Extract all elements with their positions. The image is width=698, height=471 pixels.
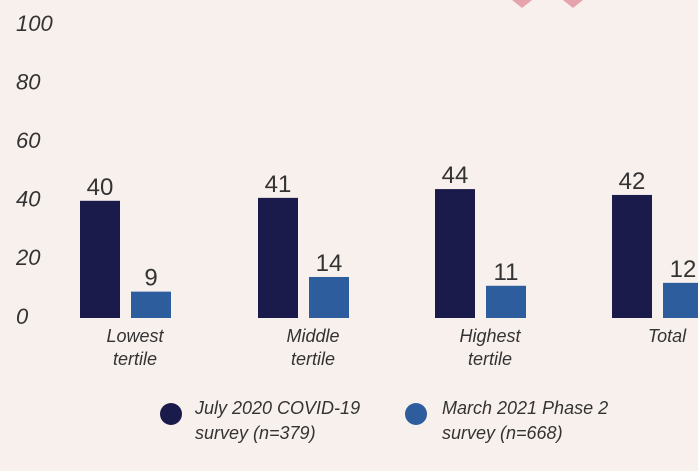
x-tick-label: Middle tertile — [286, 326, 340, 369]
bar — [612, 194, 652, 318]
bar — [663, 282, 698, 318]
decoration — [512, 0, 583, 8]
bar — [435, 189, 475, 318]
bar — [131, 291, 171, 318]
data-label: 12 — [670, 256, 697, 283]
y-tick-label: 40 — [16, 187, 41, 212]
y-tick-label: 20 — [15, 245, 41, 270]
x-tick-label: Lowest tertile — [106, 326, 164, 369]
bar — [258, 197, 298, 318]
legend-label: March 2021 Phase 2 survey (n=668) — [442, 398, 609, 443]
x-tick-label: Highest tertile — [459, 326, 521, 369]
data-label: 14 — [316, 250, 343, 277]
bar — [309, 276, 349, 318]
y-tick-label: 100 — [16, 11, 53, 36]
data-label: 42 — [619, 168, 646, 195]
y-tick-label: 80 — [16, 69, 41, 94]
y-tick-label: 0 — [16, 304, 29, 329]
x-tick-label: Total — [647, 326, 687, 346]
data-label: 44 — [442, 162, 469, 189]
bar — [486, 285, 526, 318]
data-label: 11 — [494, 259, 519, 286]
legend-swatch — [160, 403, 182, 425]
legend-label: July 2020 COVID-19 survey (n=379) — [195, 398, 361, 443]
data-label: 9 — [144, 265, 157, 292]
bar — [80, 200, 120, 318]
y-tick-label: 60 — [16, 128, 41, 153]
legend-swatch — [405, 403, 427, 425]
data-label: 40 — [87, 174, 114, 201]
data-label: 41 — [265, 171, 292, 198]
